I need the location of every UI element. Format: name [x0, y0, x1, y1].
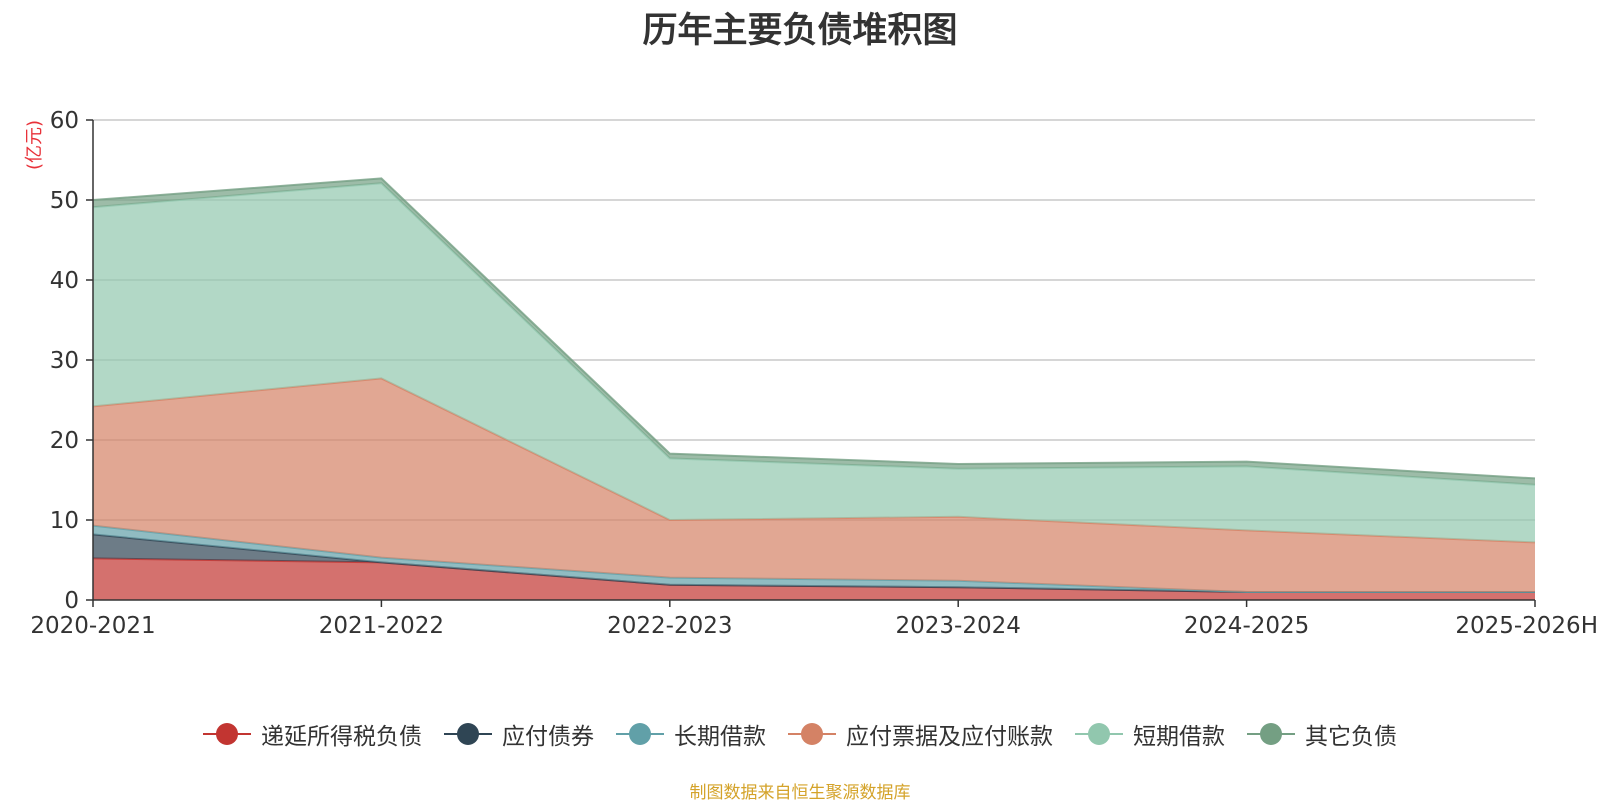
legend-label: 应付票据及应付账款 [846, 724, 1053, 750]
area-series-line-5 [92, 177, 1536, 480]
legend-item-2[interactable]: 长期借款 [616, 717, 766, 751]
legend: 递延所得税负债 应付债券 长期借款 应付票据及应付账款 短期借款 其它负债 [0, 717, 1600, 751]
y-tick-label-50: 50 [50, 188, 79, 214]
x-tick-labels: 2020-2021 2021-2022 2022-2023 2023-2024 2024… [30, 613, 1598, 639]
legend-marker-icon [1075, 722, 1123, 746]
y-tick-label-40: 40 [50, 268, 79, 294]
y-tick-labels: 0 10 20 30 40 50 60 [50, 108, 79, 614]
y-tick-label-20: 20 [50, 428, 79, 454]
legend-marker-icon [203, 722, 251, 746]
y-tick-label-30: 30 [50, 348, 79, 374]
y-tick-label-0: 0 [64, 588, 79, 614]
x-tick-label-1: 2021-2022 [319, 613, 444, 639]
y-tick-label-10: 10 [50, 508, 79, 534]
area-series [92, 177, 1536, 600]
legend-label: 其它负债 [1305, 724, 1397, 750]
area-series-line-3 [92, 377, 1536, 544]
legend-item-0[interactable]: 递延所得税负债 [203, 717, 422, 751]
legend-label: 短期借款 [1133, 724, 1225, 750]
area-series-3 [93, 378, 1535, 592]
source-note: 制图数据来自恒生聚源数据库 [689, 783, 911, 803]
legend-marker-dot [1260, 723, 1282, 745]
legend-item-5[interactable]: 其它负债 [1247, 717, 1397, 751]
legend-item-3[interactable]: 应付票据及应付账款 [788, 717, 1053, 751]
legend-marker-dot [629, 723, 651, 745]
x-tick-label-2: 2022-2023 [607, 613, 732, 639]
legend-marker-dot [216, 723, 238, 745]
legend-label: 长期借款 [674, 724, 766, 750]
area-series-line-4 [92, 182, 1536, 486]
legend-item-4[interactable]: 短期借款 [1075, 717, 1225, 751]
legend-marker-icon [616, 722, 664, 746]
x-tick-label-5: 2025-2026H [1455, 613, 1598, 639]
area-series-4 [93, 183, 1535, 543]
x-tick-label-4: 2024-2025 [1184, 613, 1309, 639]
legend-marker-dot [1088, 723, 1110, 745]
x-tick-label-3: 2023-2024 [896, 613, 1021, 639]
y-tick-label-60: 60 [50, 108, 79, 134]
chart-title: 历年主要负债堆积图 [642, 11, 958, 51]
legend-label: 递延所得税负债 [261, 724, 422, 750]
stacked-area-chart: 0 10 20 30 40 50 60 2020-2021 2021-2022 2022-202… [30, 108, 1598, 639]
legend-item-1[interactable]: 应付债券 [444, 717, 594, 751]
legend-marker-icon [788, 722, 836, 746]
legend-marker-dot [457, 723, 479, 745]
legend-marker-icon [1247, 722, 1295, 746]
area-series-2 [93, 525, 1535, 592]
legend-marker-dot [801, 723, 823, 745]
x-tick-label-0: 2020-2021 [30, 613, 155, 639]
legend-label: 应付债券 [502, 724, 594, 750]
legend-marker-icon [444, 722, 492, 746]
axes [86, 119, 1536, 607]
